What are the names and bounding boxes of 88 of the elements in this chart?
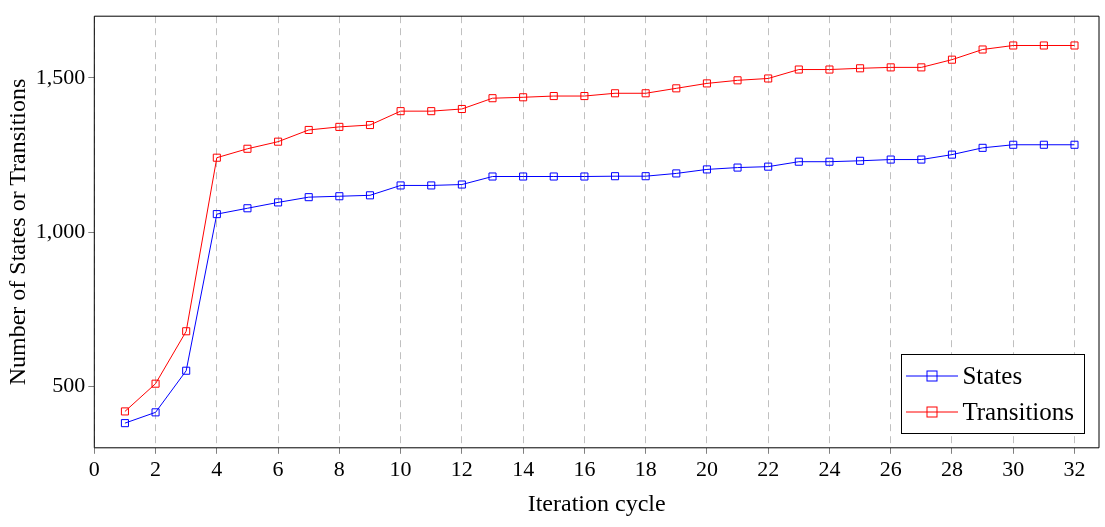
point — [1039, 41, 1048, 50]
point — [702, 79, 711, 88]
x-tick-label: 4 — [211, 455, 223, 481]
legend-label: States — [962, 361, 1023, 390]
point — [947, 150, 957, 159]
x-tick-label: 6 — [272, 455, 284, 481]
point — [978, 45, 987, 54]
point — [641, 172, 650, 181]
legend-label: Transitions — [962, 397, 1074, 426]
point — [1070, 41, 1079, 50]
point — [274, 198, 283, 207]
point — [488, 172, 497, 181]
point — [549, 92, 558, 101]
point — [1009, 41, 1018, 50]
point — [978, 143, 987, 152]
x-tick-label: 28 — [940, 455, 963, 481]
point — [519, 172, 528, 181]
x-tick-label: 2 — [150, 455, 162, 481]
point — [304, 193, 313, 202]
point — [856, 64, 865, 73]
y-tick-label: 1,500 — [35, 63, 86, 89]
point — [580, 92, 589, 101]
point — [243, 144, 252, 153]
point — [672, 169, 681, 178]
y-axis-title: Number of States or Transitions — [3, 78, 30, 386]
point — [488, 94, 497, 103]
point — [151, 379, 160, 388]
point — [457, 180, 466, 189]
point — [610, 89, 620, 98]
x-tick-label: 12 — [450, 455, 473, 481]
x-tick-label: 32 — [1063, 455, 1086, 481]
point — [365, 191, 375, 200]
point — [1070, 140, 1079, 149]
point — [457, 104, 466, 114]
point — [794, 65, 803, 74]
point — [519, 93, 528, 102]
x-tick-label: 8 — [333, 455, 345, 481]
point — [212, 210, 221, 219]
point — [886, 155, 895, 164]
x-tick-label: 14 — [512, 455, 535, 481]
point — [702, 165, 711, 174]
point — [610, 172, 620, 181]
point — [886, 63, 895, 72]
x-tick-label: 16 — [573, 455, 596, 481]
point — [764, 74, 773, 83]
point — [1009, 140, 1018, 149]
point — [947, 55, 957, 64]
point — [794, 157, 803, 166]
point — [335, 122, 344, 131]
point — [274, 137, 283, 146]
point — [764, 162, 773, 171]
point — [427, 107, 436, 116]
point — [182, 366, 191, 375]
point — [825, 157, 834, 166]
point — [120, 419, 129, 428]
point — [365, 120, 375, 130]
point — [917, 155, 926, 164]
x-tick-label: 18 — [634, 455, 657, 481]
point — [856, 156, 865, 165]
x-axis-title: Iteration cycle — [527, 489, 666, 516]
point — [1039, 140, 1048, 149]
point — [120, 407, 129, 416]
point — [427, 181, 436, 190]
x-tick-label: 0 — [88, 455, 100, 481]
point — [672, 84, 681, 93]
x-tick-label: 10 — [389, 455, 412, 481]
point — [733, 76, 742, 85]
point — [917, 63, 926, 72]
point — [304, 125, 313, 134]
y-tick-label: 500 — [52, 371, 86, 397]
x-tick-label: 30 — [1002, 455, 1025, 481]
point — [396, 107, 405, 116]
point — [243, 204, 252, 213]
point — [396, 181, 405, 190]
point — [151, 408, 160, 417]
x-tick-label: 20 — [695, 455, 718, 481]
point — [335, 192, 344, 201]
point — [182, 327, 191, 336]
point — [733, 163, 742, 172]
point — [641, 89, 650, 98]
point — [580, 172, 589, 181]
x-tick-label: 24 — [818, 455, 841, 481]
point — [212, 153, 221, 162]
point — [825, 65, 834, 74]
y-tick-label: 1,000 — [35, 217, 86, 243]
point — [549, 172, 558, 181]
x-tick-label: 22 — [757, 455, 780, 481]
x-tick-label: 26 — [879, 455, 902, 481]
